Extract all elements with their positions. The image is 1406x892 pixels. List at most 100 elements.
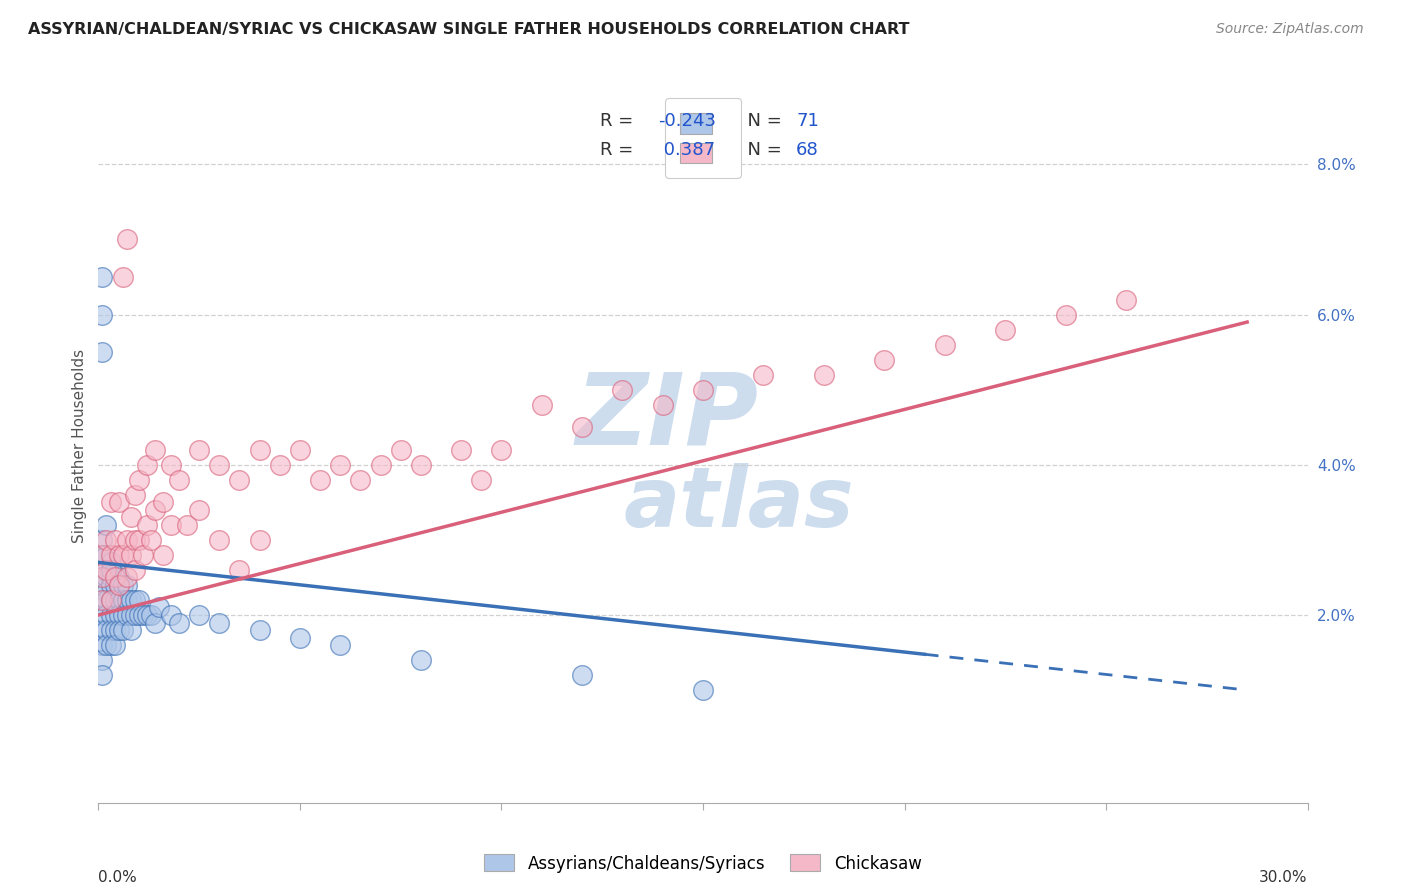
Point: [249, 533, 271, 547]
Point: [91, 570, 114, 584]
Point: [571, 668, 593, 682]
Point: [152, 495, 174, 509]
Point: [692, 683, 714, 698]
Point: [107, 548, 129, 562]
Point: [160, 517, 183, 532]
Point: [96, 563, 118, 577]
Point: [288, 442, 311, 457]
Point: [188, 442, 211, 457]
Point: [115, 232, 138, 246]
Point: [91, 593, 114, 607]
Point: [208, 458, 231, 472]
Point: [450, 442, 472, 457]
Point: [128, 593, 150, 607]
Point: [96, 638, 118, 652]
Point: [91, 345, 114, 359]
Text: R =: R =: [600, 112, 640, 130]
Point: [160, 458, 183, 472]
Point: [115, 578, 138, 592]
Point: [752, 368, 775, 382]
Point: [120, 548, 142, 562]
Point: [228, 563, 250, 577]
Text: N =: N =: [735, 112, 787, 130]
Point: [389, 442, 412, 457]
Point: [530, 398, 553, 412]
Y-axis label: Single Father Households: Single Father Households: [72, 349, 87, 543]
Point: [160, 607, 183, 622]
Point: [91, 638, 114, 652]
Point: [612, 383, 634, 397]
Point: [103, 578, 125, 592]
Point: [167, 473, 190, 487]
Point: [152, 548, 174, 562]
Point: [107, 578, 129, 592]
Point: [120, 623, 142, 637]
Point: [91, 570, 114, 584]
Point: [128, 473, 150, 487]
Point: [96, 548, 118, 562]
Point: [111, 578, 134, 592]
Point: [107, 623, 129, 637]
Text: 30.0%: 30.0%: [1260, 871, 1308, 886]
Point: [269, 458, 291, 472]
Point: [107, 495, 129, 509]
Point: [91, 668, 114, 682]
Point: [120, 593, 142, 607]
Point: [111, 548, 134, 562]
Text: 71: 71: [796, 112, 818, 130]
Point: [115, 570, 138, 584]
Point: [107, 578, 129, 592]
Point: [143, 442, 166, 457]
Point: [100, 593, 122, 607]
Point: [228, 473, 250, 487]
Point: [139, 607, 162, 622]
Point: [132, 607, 155, 622]
Point: [103, 563, 125, 577]
Point: [124, 488, 146, 502]
Point: [309, 473, 332, 487]
Text: atlas: atlas: [624, 463, 855, 543]
Point: [188, 607, 211, 622]
Point: [100, 495, 122, 509]
Text: 0.0%: 0.0%: [98, 871, 138, 886]
Text: 68: 68: [796, 141, 818, 159]
Point: [651, 398, 673, 412]
Point: [813, 368, 835, 382]
Point: [100, 570, 122, 584]
Point: [96, 517, 118, 532]
Point: [96, 563, 118, 577]
Point: [91, 653, 114, 667]
Point: [208, 533, 231, 547]
Point: [571, 420, 593, 434]
Point: [107, 607, 129, 622]
Point: [107, 570, 129, 584]
Point: [91, 593, 114, 607]
Point: [103, 593, 125, 607]
Point: [96, 593, 118, 607]
Point: [120, 607, 142, 622]
Point: [188, 503, 211, 517]
Point: [91, 623, 114, 637]
Point: [167, 615, 190, 630]
Point: [409, 653, 432, 667]
Text: -0.243: -0.243: [658, 112, 716, 130]
Point: [139, 533, 162, 547]
Point: [370, 458, 392, 472]
Point: [107, 593, 129, 607]
Point: [103, 570, 125, 584]
Point: [143, 503, 166, 517]
Point: [288, 631, 311, 645]
Point: [249, 623, 271, 637]
Text: ZIP: ZIP: [575, 369, 758, 466]
Point: [100, 556, 122, 570]
Point: [124, 533, 146, 547]
Point: [111, 607, 134, 622]
Point: [100, 593, 122, 607]
Point: [91, 548, 114, 562]
Point: [135, 517, 157, 532]
Point: [135, 607, 157, 622]
Point: [96, 623, 118, 637]
Point: [873, 352, 896, 367]
Point: [132, 548, 155, 562]
Point: [96, 570, 118, 584]
